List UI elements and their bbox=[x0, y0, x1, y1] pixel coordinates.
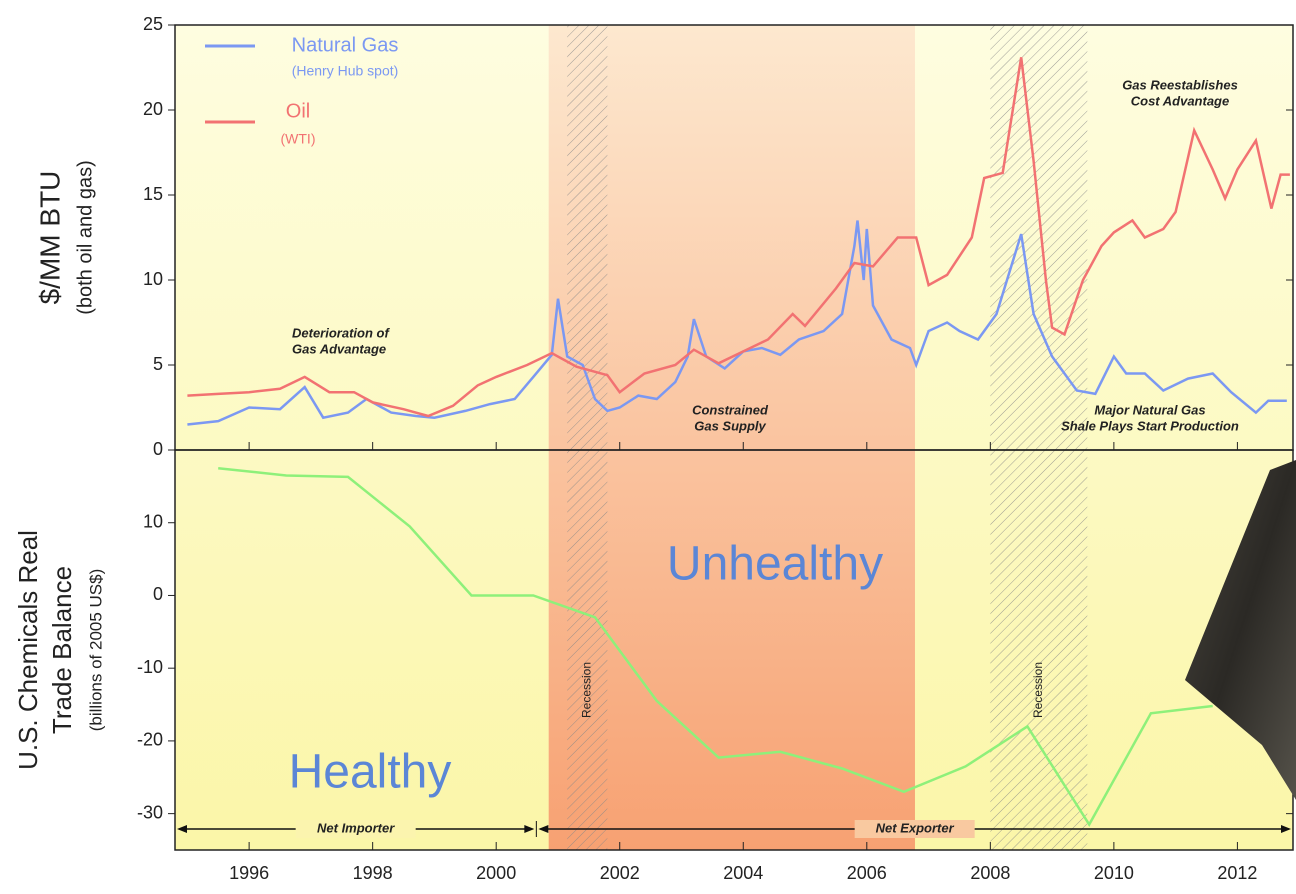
y-axis-title: (both oil and gas) bbox=[74, 160, 96, 315]
x-tick-label: 2010 bbox=[1094, 863, 1134, 883]
unhealthy-region bbox=[548, 25, 915, 850]
recession-label: Recession bbox=[579, 662, 593, 718]
span-label: Net Exporter bbox=[876, 820, 955, 835]
y-tick-label: 10 bbox=[143, 269, 163, 289]
x-tick-label: 2002 bbox=[600, 863, 640, 883]
y-tick-label: 25 bbox=[143, 14, 163, 34]
y-tick-label: -30 bbox=[137, 802, 163, 822]
annotation: Cost Advantage bbox=[1131, 93, 1229, 108]
y-axis-title: (billions of 2005 US$) bbox=[86, 569, 105, 732]
annotation: Constrained bbox=[692, 402, 769, 417]
y-tick-label: 15 bbox=[143, 184, 163, 204]
legend-label: Natural Gas bbox=[292, 34, 399, 56]
line-series bbox=[187, 57, 1290, 418]
background bbox=[175, 25, 1293, 850]
annotation: Gas Reestablishes bbox=[1122, 77, 1238, 92]
region-label: Unhealthy bbox=[667, 538, 883, 591]
legend-note: (Henry Hub spot) bbox=[292, 63, 399, 79]
span-label-bg bbox=[295, 820, 416, 838]
legend-label: Oil bbox=[286, 100, 310, 122]
line-series bbox=[187, 220, 1287, 426]
x-tick-label: 2012 bbox=[1217, 863, 1257, 883]
y-axis-title: U.S. Chemicals Real bbox=[13, 530, 43, 770]
annotation: Gas Advantage bbox=[292, 341, 386, 356]
y-tick-label: -20 bbox=[137, 730, 163, 750]
x-tick-label: 2000 bbox=[476, 863, 516, 883]
span-label-bg bbox=[854, 820, 975, 838]
y-tick-label: 0 bbox=[153, 584, 163, 604]
annotation: Shale Plays Start Production bbox=[1061, 418, 1239, 433]
recession-label: Recession bbox=[1031, 662, 1045, 718]
recession bbox=[567, 25, 608, 850]
x-tick-label: 2008 bbox=[970, 863, 1010, 883]
y-tick-label: 0 bbox=[153, 439, 163, 459]
annotation: Deterioration of bbox=[292, 325, 390, 340]
span-label: Net Importer bbox=[317, 820, 395, 835]
y-axis-title: $/MM BTU bbox=[34, 171, 65, 305]
marks: Recession Recession Natural Gas (Henry Hub … bbox=[177, 34, 1291, 838]
y-axis-title: Trade Balance bbox=[47, 566, 77, 734]
x-tick-label: 2004 bbox=[723, 863, 763, 883]
y-tick-label: 10 bbox=[143, 511, 163, 531]
region-label: Healthy bbox=[289, 746, 452, 799]
annotation: Gas Supply bbox=[694, 418, 766, 433]
x-tick-label: 2006 bbox=[847, 863, 887, 883]
y-tick-label: 20 bbox=[143, 99, 163, 119]
recession bbox=[990, 25, 1088, 850]
x-tick-label: 1998 bbox=[353, 863, 393, 883]
rock-image bbox=[1185, 460, 1296, 800]
x-tick-label: 1996 bbox=[229, 863, 269, 883]
y-tick-label: 5 bbox=[153, 354, 163, 374]
annotation: Major Natural Gas bbox=[1094, 402, 1205, 417]
legend-note: (WTI) bbox=[281, 131, 316, 147]
y-tick-label: -10 bbox=[137, 657, 163, 677]
line-series bbox=[218, 466, 1213, 827]
